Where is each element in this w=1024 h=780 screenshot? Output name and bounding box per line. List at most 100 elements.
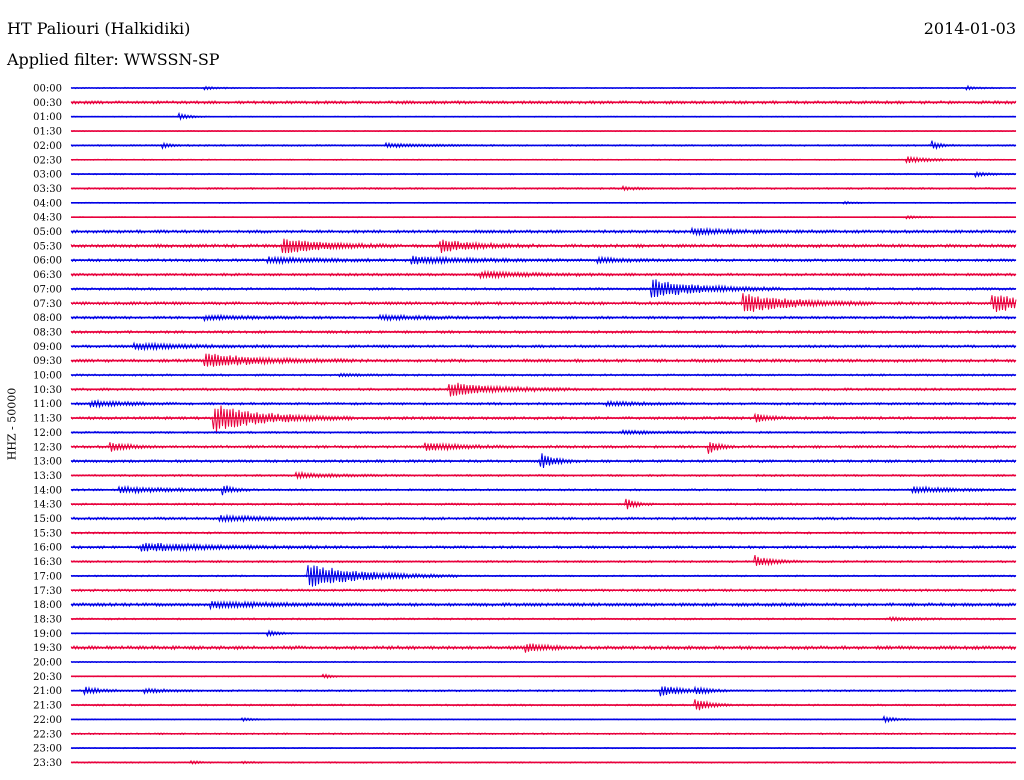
seismogram-trace	[70, 353, 1017, 367]
tick-label: 17:00	[33, 571, 62, 582]
seismogram-trace	[70, 372, 1017, 378]
seismogram-trace	[70, 99, 1017, 105]
tick-label: 01:30	[33, 127, 62, 138]
tick-label: 06:00	[33, 256, 62, 267]
seismogram-trace	[70, 732, 1017, 736]
tick-label: 12:00	[33, 428, 62, 439]
seismogram-trace	[70, 660, 1017, 664]
tick-label: 20:30	[33, 672, 62, 683]
tick-label: 14:30	[33, 500, 62, 511]
seismogram-trace	[70, 111, 1017, 121]
tick-label: 07:00	[33, 284, 62, 295]
tick-label: 00:30	[33, 98, 62, 109]
seismogram-trace	[70, 405, 1017, 432]
seismogram-trace	[70, 429, 1017, 436]
tick-label: 10:30	[33, 385, 62, 396]
seismogram-trace	[70, 615, 1017, 622]
seismogram-trace	[70, 513, 1017, 524]
tick-label: 11:00	[33, 399, 62, 410]
filter-label: Applied filter: WWSSN-SP	[7, 50, 220, 69]
seismogram-trace	[70, 255, 1017, 266]
seismogram-trace	[70, 184, 1017, 192]
record-date: 2014-01-03	[923, 19, 1016, 38]
tick-label: 02:30	[33, 155, 62, 166]
tick-label: 22:30	[33, 729, 62, 740]
tick-label: 21:30	[33, 701, 62, 712]
seismogram-trace	[70, 140, 1017, 151]
tick-label: 23:30	[33, 758, 62, 769]
seismogram-trace	[70, 279, 1017, 298]
seismogram-trace	[70, 341, 1017, 352]
tick-label: 05:30	[33, 241, 62, 252]
seismogram-trace	[70, 84, 1017, 91]
seismogram-trace	[70, 484, 1017, 496]
seismogram-trace	[70, 226, 1017, 237]
tick-label: 12:30	[33, 442, 62, 453]
seismogram-trace	[70, 629, 1017, 638]
tick-label: 17:30	[33, 586, 62, 597]
tick-label: 09:30	[33, 356, 62, 367]
seismogram-trace	[70, 470, 1017, 480]
tick-label: 03:30	[33, 184, 62, 195]
tick-label: 13:30	[33, 471, 62, 482]
tick-label: 07:30	[33, 299, 62, 310]
seismogram-trace	[70, 293, 1017, 312]
tick-label: 05:00	[33, 227, 62, 238]
seismogram-trace	[70, 714, 1017, 724]
tick-label: 23:00	[33, 744, 62, 755]
seismogram-trace	[70, 673, 1017, 680]
seismogram-trace	[70, 200, 1017, 205]
tick-label: 19:30	[33, 643, 62, 654]
tick-label: 14:00	[33, 485, 62, 496]
tick-label: 13:00	[33, 457, 62, 468]
seismogram-trace	[70, 542, 1017, 553]
seismogram-trace	[70, 555, 1017, 567]
seismogram-trace	[70, 238, 1017, 254]
tick-label: 20:00	[33, 658, 62, 669]
tick-label: 10:00	[33, 371, 62, 382]
seismogram-trace	[70, 214, 1017, 220]
tick-label: 11:30	[33, 414, 62, 425]
seismogram-trace	[70, 155, 1017, 165]
tick-label: 22:00	[33, 715, 62, 726]
tick-label: 15:30	[33, 528, 62, 539]
seismogram-trace	[70, 699, 1017, 711]
tick-label: 18:30	[33, 614, 62, 625]
seismogram-trace	[70, 531, 1017, 535]
tick-label: 18:00	[33, 600, 62, 611]
seismogram-trace	[70, 170, 1017, 179]
tick-label: 02:00	[33, 141, 62, 152]
seismogram-trace	[70, 600, 1017, 611]
seismogram-trace	[70, 453, 1017, 469]
tick-label: 08:00	[33, 313, 62, 324]
tick-label: 04:00	[33, 198, 62, 209]
tick-label: 16:00	[33, 543, 62, 554]
seismogram-trace	[70, 685, 1017, 697]
tick-label: 08:30	[33, 327, 62, 338]
tick-label: 06:30	[33, 270, 62, 281]
seismogram-trace	[70, 759, 1017, 765]
seismogram-trace	[70, 643, 1017, 653]
tick-label: 03:00	[33, 170, 62, 181]
tick-label: 00:00	[33, 84, 62, 95]
seismogram-trace	[70, 129, 1017, 133]
seismogram-trace	[70, 588, 1017, 593]
tick-label: 19:00	[33, 629, 62, 640]
tick-label: 01:00	[33, 112, 62, 123]
seismogram-trace	[70, 565, 1017, 587]
tick-label: 21:00	[33, 686, 62, 697]
seismogram-trace	[70, 269, 1017, 280]
seismogram-trace	[70, 398, 1017, 409]
seismogram-trace	[70, 313, 1017, 323]
seismogram-trace	[70, 329, 1017, 335]
seismogram-traces	[70, 84, 1017, 765]
tick-label: 16:30	[33, 557, 62, 568]
tick-label: 15:00	[33, 514, 62, 525]
tick-label: 04:30	[33, 213, 62, 224]
seismogram-trace	[70, 498, 1017, 510]
time-tick-labels: 00:00 00:30 01:00 01:30 02:00 02:30 03:00 03:30…	[33, 84, 62, 769]
seismogram-trace	[70, 382, 1017, 397]
seismogram-trace	[70, 746, 1017, 750]
station-title: HT Paliouri (Halkidiki)	[7, 19, 191, 38]
